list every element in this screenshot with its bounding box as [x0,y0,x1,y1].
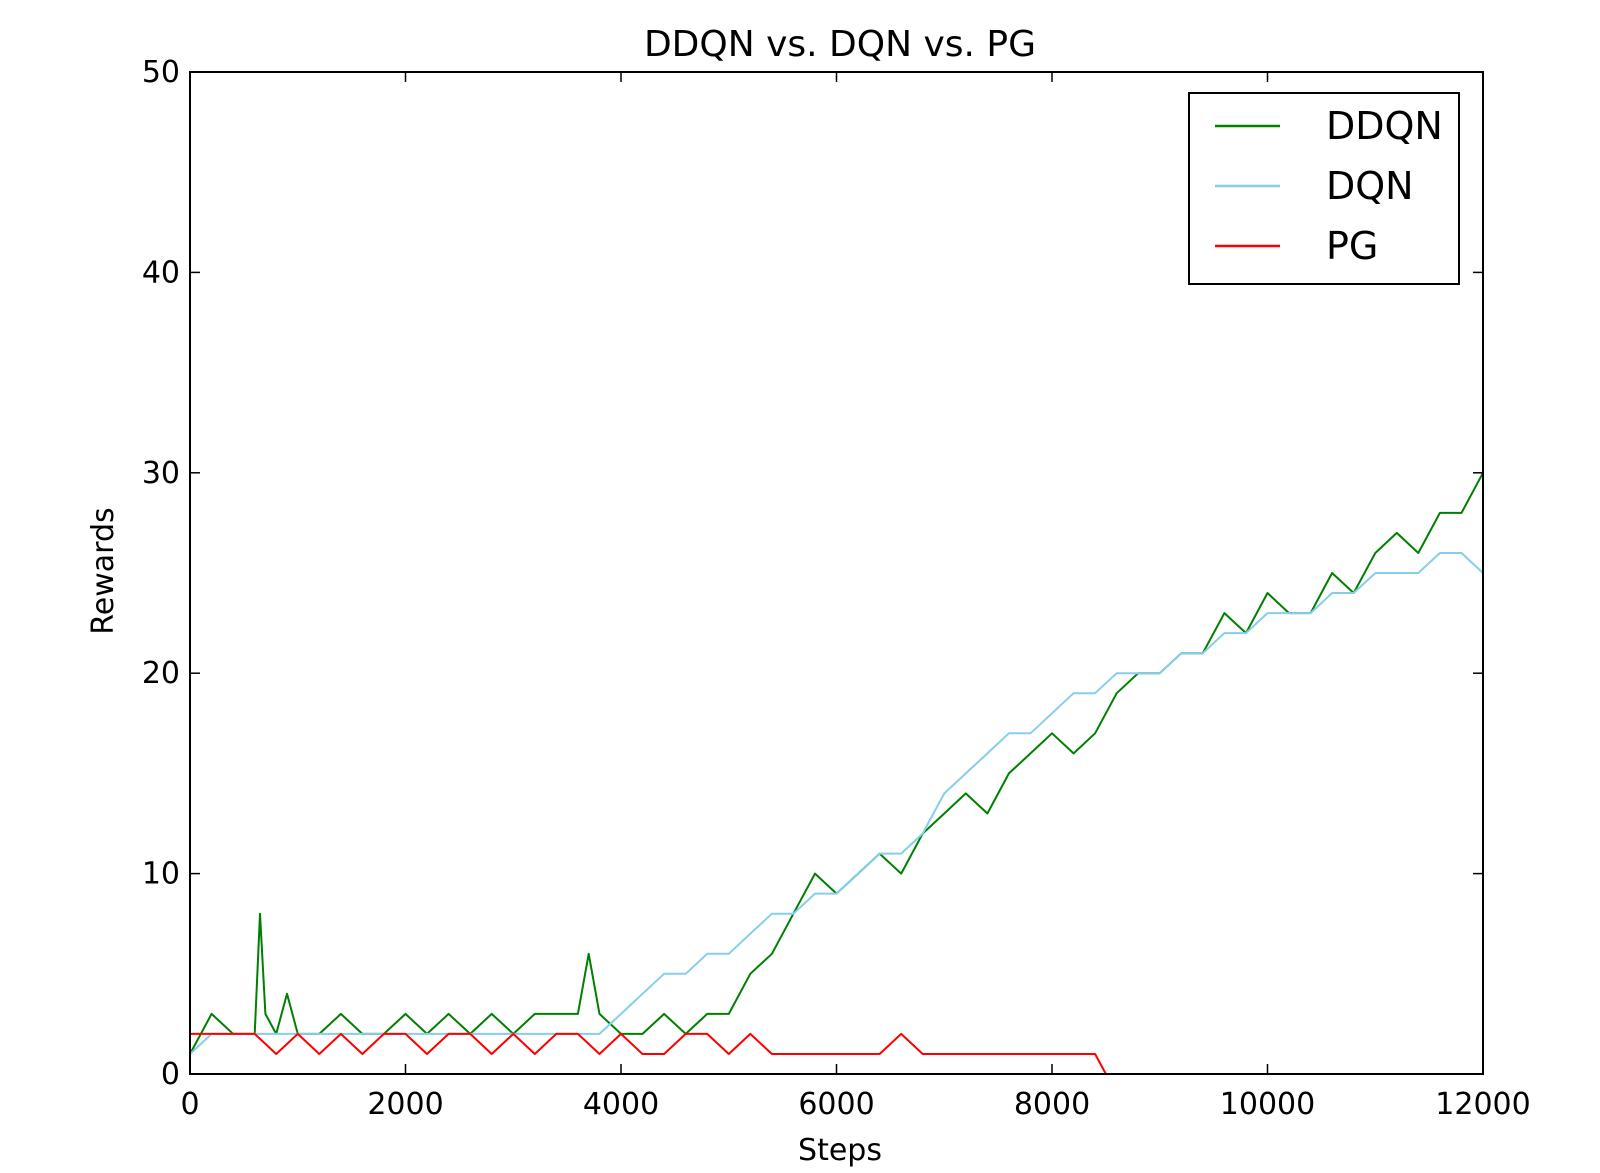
y-tick-label: 20 [142,656,180,691]
y-tick-label: 30 [142,456,180,491]
y-tick-label: 40 [142,255,180,290]
x-tick-label: 4000 [583,1087,659,1122]
legend: DDQN DQN PG [1188,92,1460,285]
x-tick-label: 10000 [1220,1087,1315,1122]
legend-label-pg: PG [1326,224,1378,268]
y-tick-label: 0 [161,1057,180,1092]
x-tick-label: 12000 [1435,1087,1530,1122]
chart-title: DDQN vs. DQN vs. PG [644,24,1036,65]
legend-label-dqn: DQN [1326,164,1414,208]
x-tick-label: 6000 [798,1087,874,1122]
series-line-dqn [190,552,1483,1055]
series-line-pg [190,1032,1107,1074]
x-tick-label: 8000 [1014,1087,1090,1122]
x-axis-label: Steps [798,1133,882,1168]
legend-label-ddqn: DDQN [1326,104,1443,148]
series-line-ddqn [190,472,1483,1055]
series-layer [190,472,1483,1074]
y-tick-label: 10 [142,857,180,892]
x-tick-label: 2000 [367,1087,443,1122]
x-tick-label: 0 [180,1087,199,1122]
plot-frame [189,71,1484,1075]
y-axis-label: Rewards [86,507,121,634]
ticks-layer: 0 2000 4000 6000 8000 10000 12000 0 10 20 30 40 50 [142,55,1531,1122]
y-tick-label: 50 [142,55,180,90]
